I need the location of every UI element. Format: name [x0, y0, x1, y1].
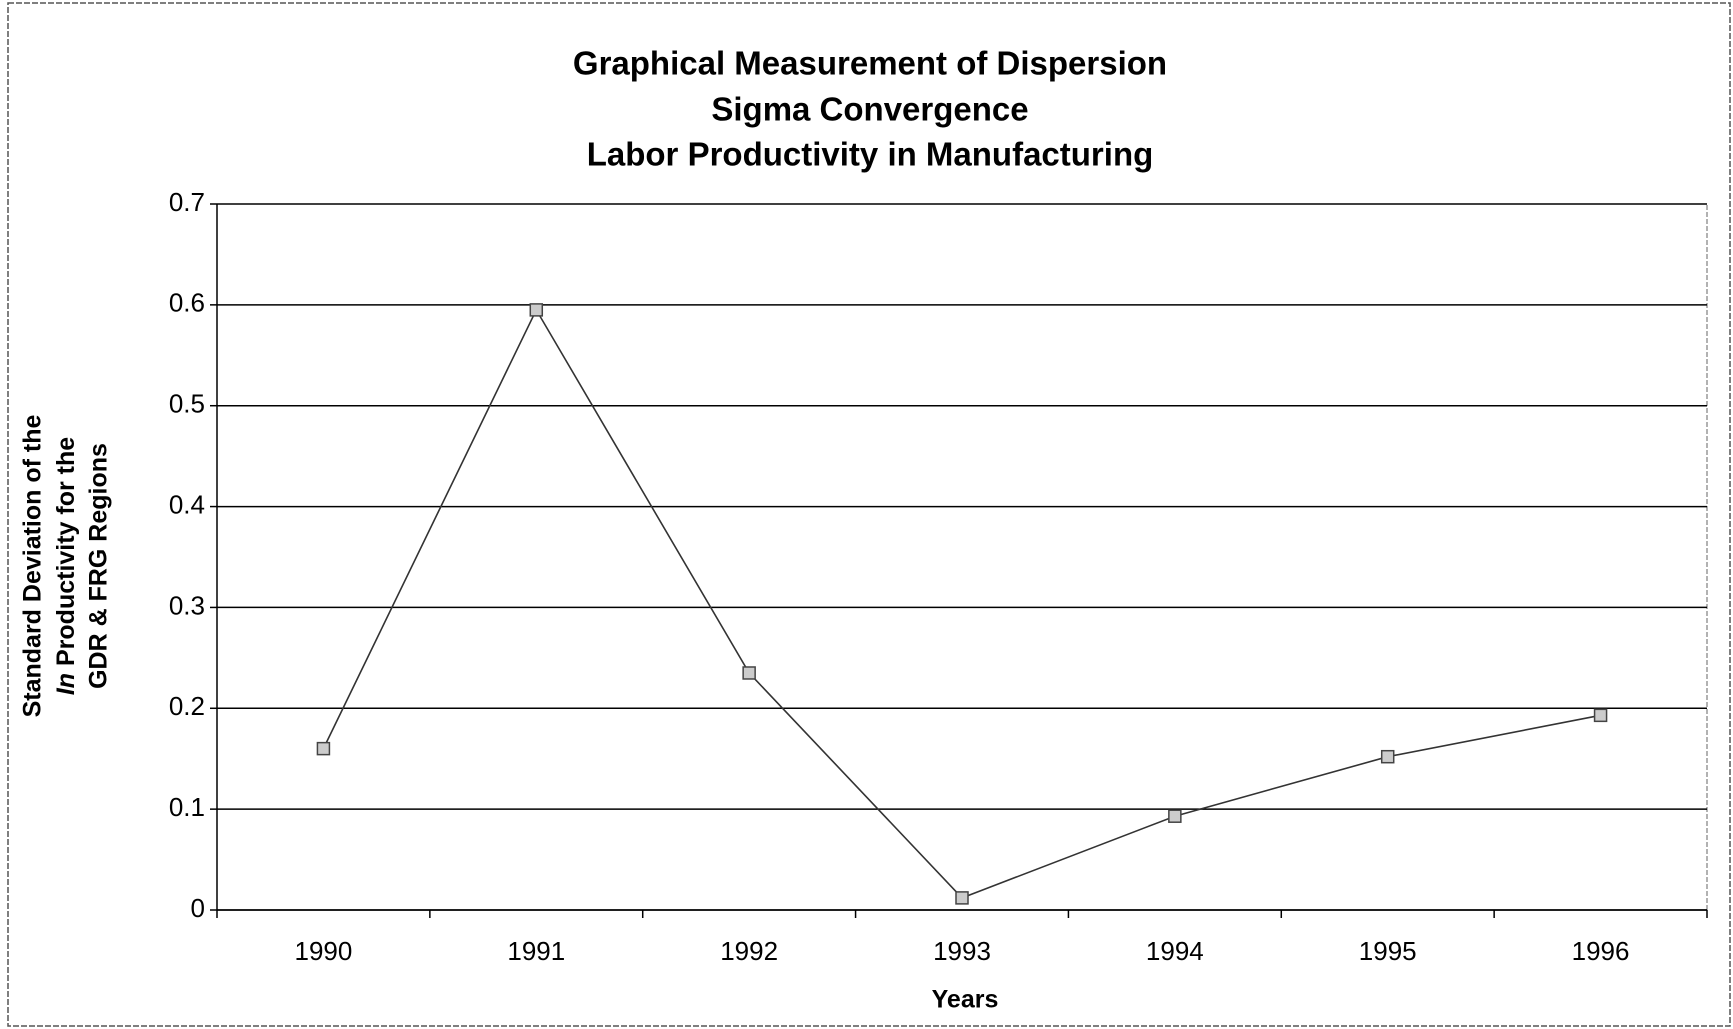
- x-tick-label: 1992: [720, 936, 778, 966]
- marker: [955, 891, 969, 905]
- frame: [7, 2, 1731, 1027]
- x-tick-label: 1993: [933, 936, 991, 966]
- y-tick-label: 0.2: [169, 691, 205, 721]
- y-axis-label-part: Productivity for the: [52, 437, 80, 673]
- y-tick-label: 0.3: [169, 590, 205, 620]
- y-axis-label-line: Standard Deviation of the: [19, 415, 47, 718]
- x-tick-label: 1994: [1146, 936, 1204, 966]
- y-tick-label: 0: [191, 893, 205, 923]
- plot-frame: [216, 203, 1708, 911]
- marker: [1168, 809, 1182, 823]
- y-tick-label: 0.5: [169, 389, 205, 419]
- x-axis-label: Years: [932, 986, 999, 1014]
- marker: [1593, 708, 1608, 723]
- chart-title: Graphical Measurement of Dispersion: [573, 45, 1167, 82]
- x-tick-label: 1995: [1359, 936, 1417, 966]
- y-tick-label: 0.7: [169, 187, 205, 217]
- marker: [316, 741, 331, 756]
- y-tick-label: 0.4: [169, 489, 205, 519]
- x-tick-label: 1990: [295, 936, 353, 966]
- marker: [529, 303, 544, 317]
- marker: [1380, 749, 1395, 764]
- y-axis-label-part: In: [52, 673, 80, 695]
- y-axis-label-line: In Productivity for the: [52, 437, 80, 695]
- chart-title: Labor Productivity in Manufacturing: [587, 136, 1154, 173]
- y-tick-label: 0.1: [169, 792, 205, 822]
- y-axis-label-line: GDR & FRG Regions: [85, 443, 113, 689]
- marker: [742, 666, 756, 680]
- chart-title: Sigma Convergence: [711, 91, 1028, 128]
- y-tick-label: 0.6: [169, 288, 205, 318]
- x-tick-label: 1996: [1572, 936, 1630, 966]
- y-axis-label: Standard Deviation of the In Productivit…: [19, 415, 113, 718]
- x-tick-label: 1991: [507, 936, 565, 966]
